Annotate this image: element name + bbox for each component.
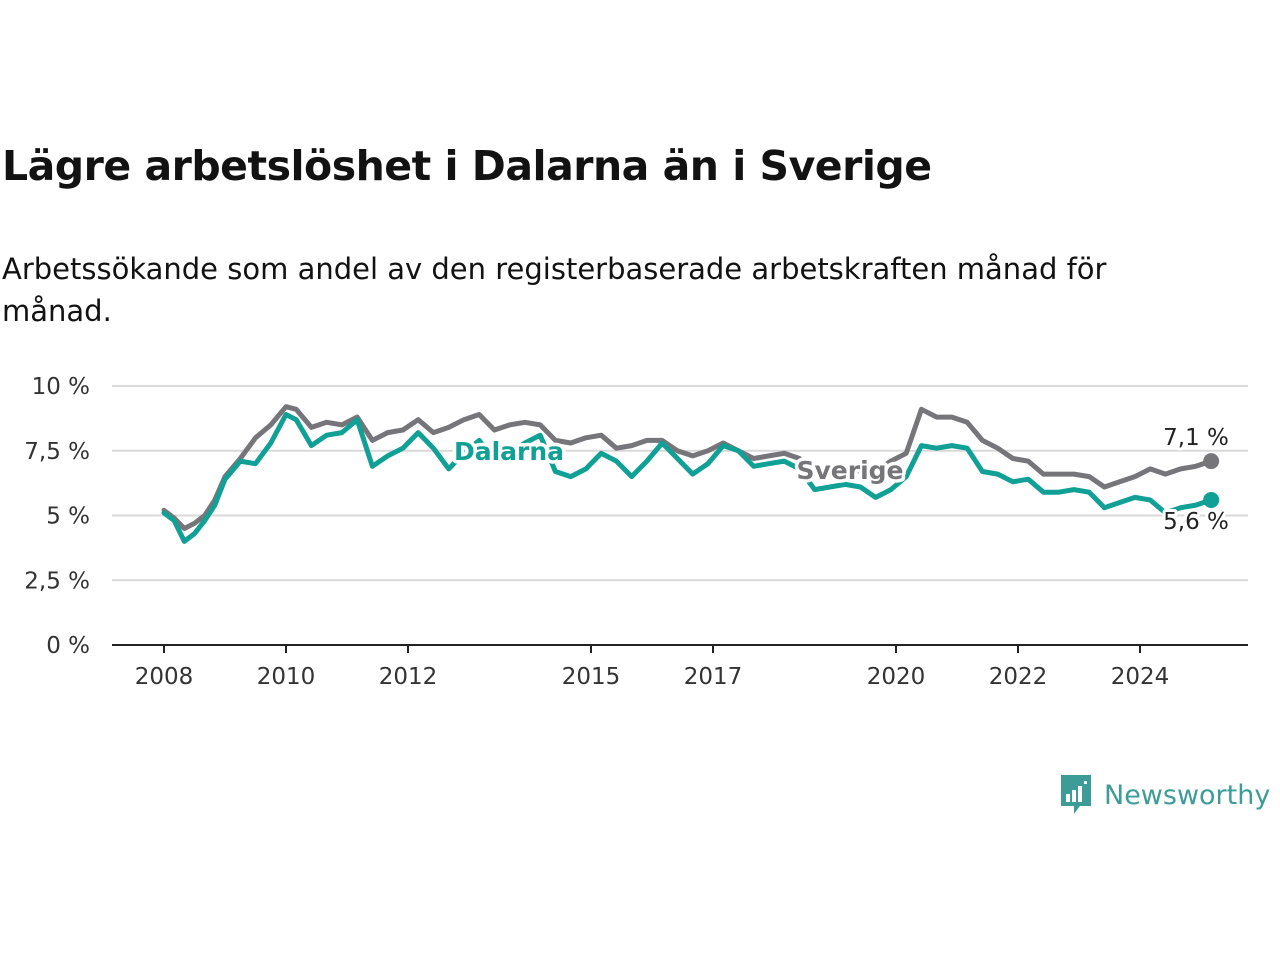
brand-name: Newsworthy — [1104, 779, 1271, 811]
x-tick-label: 2017 — [684, 664, 743, 690]
end-point-dalarna — [1203, 491, 1220, 508]
x-tick-label: 2022 — [989, 664, 1048, 690]
series-line-sverige — [161, 404, 1214, 531]
end-value-label-dalarna: 5,6 % — [1163, 509, 1229, 535]
gridlines — [112, 385, 1248, 582]
series-labels: Sverige Dalarna 7,1 % 5,6 % — [450, 422, 1231, 538]
end-point-sverige — [1203, 453, 1220, 470]
y-tick-label: 5 % — [46, 504, 90, 530]
series-line-dalarna — [161, 412, 1214, 544]
chart-title: Lägre arbetslöshet i Dalarna än i Sverig… — [2, 142, 932, 190]
x-tick-label: 2008 — [135, 664, 194, 690]
y-tick-label: 10 % — [32, 374, 90, 400]
y-tick-label: 0 % — [46, 633, 90, 659]
y-tick-label: 7,5 % — [24, 439, 90, 465]
y-axis-ticks: 0 % 2,5 % 5 % 7,5 % 10 % — [24, 374, 90, 659]
x-tick-label: 2015 — [562, 664, 621, 690]
chart-subtitle: Arbetssökande som andel av den registerb… — [2, 252, 1107, 328]
series-lines — [161, 404, 1220, 544]
x-tick-label: 2012 — [379, 664, 438, 690]
series-label-dalarna: Dalarna — [454, 437, 564, 466]
series-label-sverige: Sverige — [796, 456, 903, 485]
x-tick-label: 2020 — [867, 664, 926, 690]
x-tick-label: 2010 — [257, 664, 316, 690]
newsworthy-logo: Newsworthy — [1058, 772, 1270, 818]
end-value-label-sverige: 7,1 % — [1163, 425, 1229, 451]
x-tick-label: 2024 — [1111, 664, 1170, 690]
newsworthy-logo-icon — [1061, 775, 1091, 814]
y-tick-label: 2,5 % — [24, 568, 90, 594]
x-axis: 2008 2010 2012 2015 2017 2020 2022 2024 — [112, 644, 1248, 690]
